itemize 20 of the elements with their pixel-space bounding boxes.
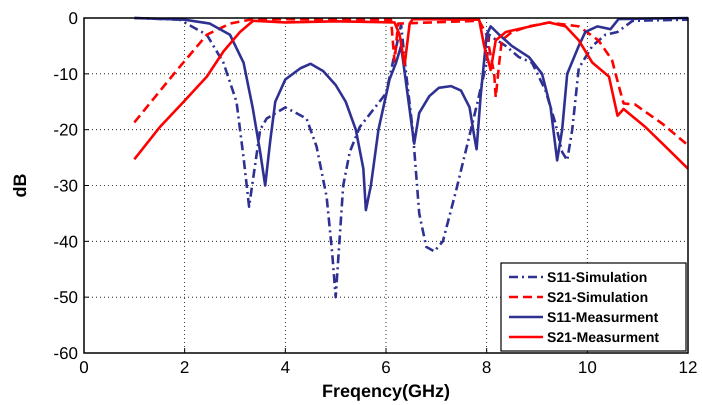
x-axis-title: Freqency(GHz)	[322, 381, 450, 401]
y-axis-title: dB	[10, 174, 30, 198]
x-tick-label: 4	[280, 358, 290, 377]
y-tick-label: -50	[53, 288, 78, 308]
y-tick-label: -40	[53, 232, 78, 252]
legend-label: S11-Measurment	[547, 309, 659, 325]
legend-label: S21-Measurment	[547, 329, 660, 345]
y-tick-label: -60	[53, 344, 78, 363]
x-tick-label: 6	[381, 358, 391, 377]
legend-label: S21-Simulation	[547, 289, 648, 305]
x-tick-label: 8	[482, 358, 492, 377]
x-tick-label: 2	[180, 358, 190, 377]
y-tick-label: 0	[68, 9, 78, 28]
y-tick-label: -20	[53, 120, 78, 140]
line-series	[133, 18, 688, 170]
y-tick-label: -10	[53, 64, 78, 84]
y-tick-label: -30	[53, 176, 78, 196]
legend-label: S11-Simulation	[547, 269, 648, 285]
x-tick-label: 10	[578, 358, 597, 377]
x-tick-label: 12	[678, 358, 698, 377]
